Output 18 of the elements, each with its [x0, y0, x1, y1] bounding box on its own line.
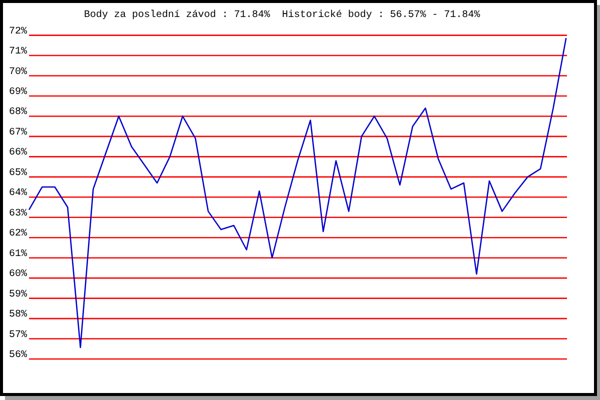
y-tick-label: 58%: [8, 310, 27, 321]
y-tick-label: 66%: [8, 148, 27, 159]
y-tick-label: 62%: [8, 228, 27, 240]
y-tick-label: 60%: [8, 269, 27, 280]
chart-title: Body za poslední závod : 71.84% Historické body : 56.57% - 71.84%: [84, 9, 480, 21]
y-tick-label: 71%: [8, 46, 27, 58]
y-tick-label: 72%: [8, 26, 27, 38]
y-tick-label: 67%: [8, 127, 27, 138]
y-tick-label: 70%: [8, 66, 27, 78]
y-tick-label: 68%: [8, 107, 27, 118]
y-tick-label: 64%: [8, 188, 27, 200]
y-tick-label: 69%: [8, 86, 27, 98]
y-tick-label: 65%: [8, 168, 27, 179]
y-tick-label: 57%: [8, 330, 27, 341]
y-tick-label: 59%: [8, 289, 27, 300]
y-tick-label: 63%: [8, 208, 27, 220]
y-tick-label: 56%: [8, 350, 27, 361]
y-tick-label: 61%: [8, 248, 27, 260]
